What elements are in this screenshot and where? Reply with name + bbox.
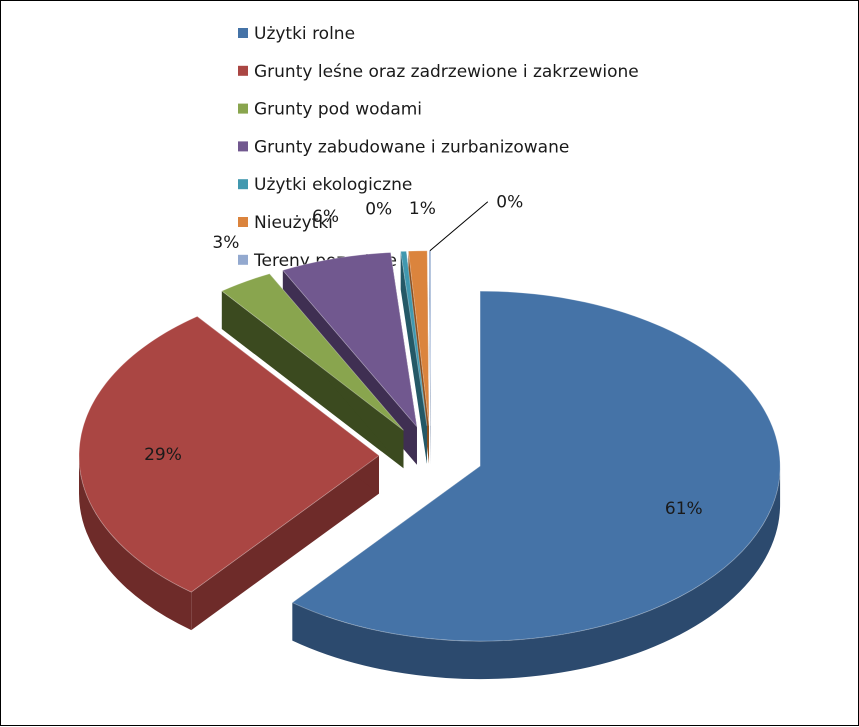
legend-label: Grunty pod wodami — [254, 100, 422, 120]
legend-swatch — [238, 217, 248, 227]
slice-top-face — [221, 273, 404, 431]
slice-side-wall — [191, 455, 379, 631]
legend-label: Nieużytki — [254, 213, 333, 233]
slice-side-wall — [429, 250, 431, 464]
slice-side-wall — [400, 251, 427, 464]
legend-label: Użytki ekologiczne — [254, 175, 412, 195]
slice-top-face — [282, 252, 418, 429]
slice-top-face — [291, 290, 781, 642]
data-label-nieuzytki: 1% — [409, 199, 436, 219]
slice-top-face — [428, 250, 432, 426]
leader-line — [429, 201, 489, 252]
slice-top-face — [407, 250, 430, 426]
data-label-tereny-pozostale: 0% — [496, 193, 523, 213]
slice-side-wall — [221, 291, 404, 469]
legend-item-uzytki-ekologiczne: Użytki ekologiczne — [238, 175, 412, 195]
data-label-grunty-lesne-oraz-zadrzewione-i-zakrzewione: 29% — [144, 445, 182, 465]
data-label-grunty-zabudowane-i-zurbanizowane: 6% — [312, 207, 339, 227]
slice-uzytki-ekologiczne — [400, 250, 428, 464]
legend-swatch — [238, 103, 248, 114]
legend-label: Użytki rolne — [254, 24, 355, 44]
legend-item-grunty-pod-wodami: Grunty pod wodami — [238, 100, 422, 120]
legend-swatch — [238, 179, 248, 190]
legend-item-uzytki-rolne: Użytki rolne — [238, 24, 355, 44]
slice-grunty-lesne-oraz-zadrzewione-i-zakrzewione — [78, 315, 380, 631]
legend-swatch — [238, 141, 248, 152]
legend-label: Grunty leśne oraz zadrzewione i zakrzewi… — [254, 62, 639, 82]
legend-item-nieuzytki: Nieużytki — [238, 213, 333, 233]
legend-swatch — [238, 254, 248, 265]
slice-outer-wall — [292, 466, 781, 680]
legend-item-grunty-lesne-oraz-zadrzewione-i-zakrzewione: Grunty leśne oraz zadrzewione i zakrzewi… — [238, 62, 639, 82]
data-label-uzytki-rolne: 61% — [665, 499, 703, 519]
slice-outer-wall — [79, 455, 192, 631]
legend-swatch — [238, 65, 248, 76]
slice-uzytki-rolne — [291, 290, 781, 680]
legend: Użytki rolne Grunty leśne oraz zadrzewion… — [238, 24, 639, 271]
legend-item-grunty-zabudowane-i-zurbanizowane: Grunty zabudowane i zurbanizowane — [238, 137, 569, 157]
legend-swatch — [238, 28, 248, 38]
legend-label: Grunty zabudowane i zurbanizowane — [254, 137, 569, 157]
slice-grunty-pod-wodami — [221, 273, 404, 469]
data-label-grunty-pod-wodami: 3% — [212, 233, 239, 253]
slice-tereny-pozostale — [428, 250, 432, 464]
slice-top-face — [78, 315, 380, 593]
slice-top-face — [400, 250, 428, 426]
data-labels: 61% 29% 3% 6% 0% 1% 0% — [144, 193, 703, 519]
pie-slices — [78, 250, 781, 680]
data-label-uzytki-ekologiczne: 0% — [365, 199, 392, 219]
